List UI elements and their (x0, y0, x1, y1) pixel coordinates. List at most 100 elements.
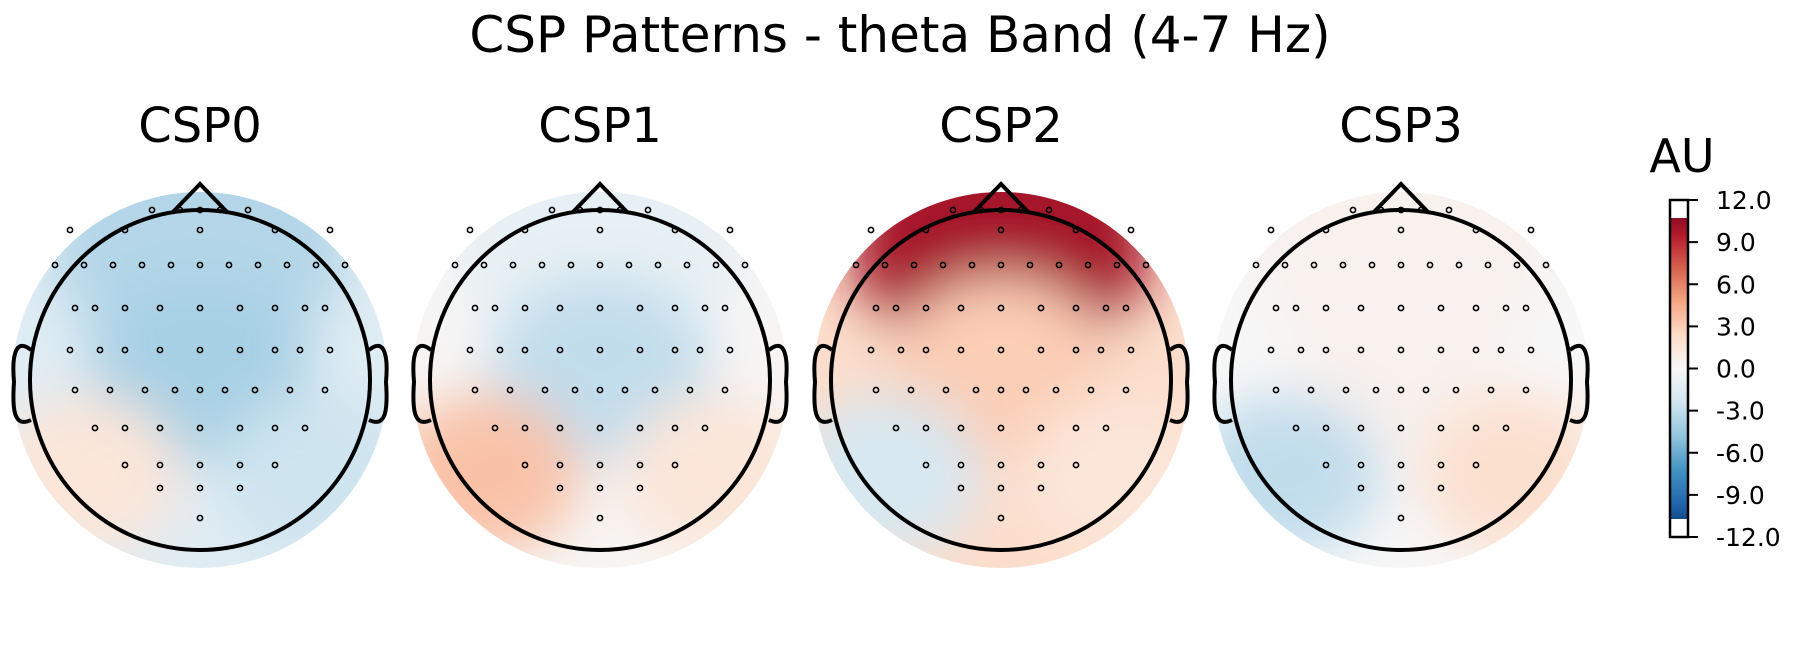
sensor-marker (521, 461, 529, 469)
right-ear-outline (1568, 343, 1590, 424)
colorbar-tick-label: 0.0 (1716, 355, 1756, 384)
sensor-marker (91, 424, 99, 432)
sensor-marker (283, 261, 291, 269)
sensor-marker (596, 226, 604, 234)
sensor-marker (1045, 206, 1053, 214)
sensor-marker (1357, 484, 1365, 492)
colorbar: AU 12.0 9.0 6.0 3.0 0.0 -3.0 -6.0 -9.0 -12.0 (1649, 129, 1780, 552)
sensor-marker (254, 261, 262, 269)
sensor-marker (1037, 304, 1045, 312)
colorbar-tick-label: -3.0 (1716, 397, 1765, 426)
colorbar-tick-label: 12.0 (1716, 186, 1772, 215)
sensor-marker (196, 386, 204, 394)
sensor-marker (196, 304, 204, 312)
sensor-marker (636, 461, 644, 469)
topomap-panel-csp3: CSP3 (1212, 98, 1590, 568)
sensor-marker (96, 346, 104, 354)
sensor-marker (1437, 424, 1445, 432)
sensor-marker (1052, 386, 1060, 394)
sensor-marker (1455, 261, 1463, 269)
sensor-marker (1397, 346, 1405, 354)
sensor-marker (1142, 261, 1150, 269)
sensor-marker (957, 424, 965, 432)
sensor-marker (541, 386, 549, 394)
sensor-marker (225, 261, 233, 269)
sensor-marker (51, 261, 59, 269)
sensor-marker (997, 226, 1005, 234)
sensor-marker (1072, 424, 1080, 432)
sensor-marker (1472, 346, 1480, 354)
sensor-marker (556, 461, 564, 469)
sensor-marker (1102, 424, 1110, 432)
topomap-panel-csp2: CSP2 (812, 98, 1190, 568)
sensor-marker (644, 206, 652, 214)
sensor-marker (1349, 206, 1357, 214)
left-ear-outline (812, 343, 834, 424)
colorbar-tick-label: 3.0 (1716, 312, 1756, 341)
sensor-marker (321, 386, 329, 394)
sensor-marker (1072, 346, 1080, 354)
sensor-marker (696, 346, 704, 354)
sensor-marker (596, 461, 604, 469)
sensor-marker (1527, 346, 1535, 354)
colorbar-tick-label: -9.0 (1716, 481, 1765, 510)
sensor-marker (957, 484, 965, 492)
sensor-marker (997, 424, 1005, 432)
sensor-marker (1297, 346, 1305, 354)
sensor-marker (296, 346, 304, 354)
sensor-marker (741, 261, 749, 269)
sensor-marker (621, 386, 629, 394)
sensor-marker (196, 261, 204, 269)
sensor-marker (556, 304, 564, 312)
sensor-marker (596, 304, 604, 312)
sensor-marker (301, 304, 309, 312)
sensor-marker (1377, 206, 1385, 214)
sensor-marker (1097, 346, 1105, 354)
sensor-marker (867, 226, 875, 234)
topomap-field (813, 192, 1189, 568)
sensor-marker (701, 304, 709, 312)
sensor-marker (196, 424, 204, 432)
sensor-marker (567, 261, 575, 269)
colorbar-extend-bottom (1670, 519, 1688, 537)
sensor-marker (636, 346, 644, 354)
sensor-marker (636, 424, 644, 432)
sensor-marker (538, 261, 546, 269)
sensor-marker (1472, 461, 1480, 469)
sensor-marker (244, 206, 252, 214)
sensor-marker (1357, 461, 1365, 469)
sensor-marker (721, 304, 729, 312)
sensor-marker (1397, 514, 1405, 522)
sensor-marker (683, 261, 691, 269)
colorbar-extend-top (1670, 200, 1688, 218)
sensor-marker (1417, 206, 1425, 214)
sensor-marker (451, 261, 459, 269)
sensor-marker (1542, 261, 1550, 269)
sensor-marker (556, 424, 564, 432)
sensor-marker (1522, 386, 1530, 394)
sensor-marker (196, 206, 204, 214)
sensor-marker (1497, 346, 1505, 354)
sensor-marker (121, 424, 129, 432)
topomap-field (412, 192, 788, 568)
sensor-marker (271, 226, 279, 234)
sensor-marker (1422, 386, 1430, 394)
sensor-marker (156, 461, 164, 469)
sensor-marker (1437, 346, 1445, 354)
sensor-marker (625, 261, 633, 269)
sensor-marker (471, 386, 479, 394)
sensor-marker (957, 346, 965, 354)
topomap-field (1213, 192, 1589, 568)
sensor-marker (236, 461, 244, 469)
sensor-marker (236, 304, 244, 312)
sensor-marker (892, 304, 900, 312)
sensor-marker (922, 424, 930, 432)
sensor-marker (997, 461, 1005, 469)
sensor-marker (1272, 304, 1280, 312)
sensor-marker (271, 346, 279, 354)
sensor-marker (121, 226, 129, 234)
colorbar-ticks: 12.0 9.0 6.0 3.0 0.0 -3.0 -6.0 -9.0 -12.0 (1688, 186, 1781, 552)
right-ear-outline (767, 343, 789, 424)
sensor-marker (1267, 226, 1275, 234)
sensor-marker (1397, 461, 1405, 469)
